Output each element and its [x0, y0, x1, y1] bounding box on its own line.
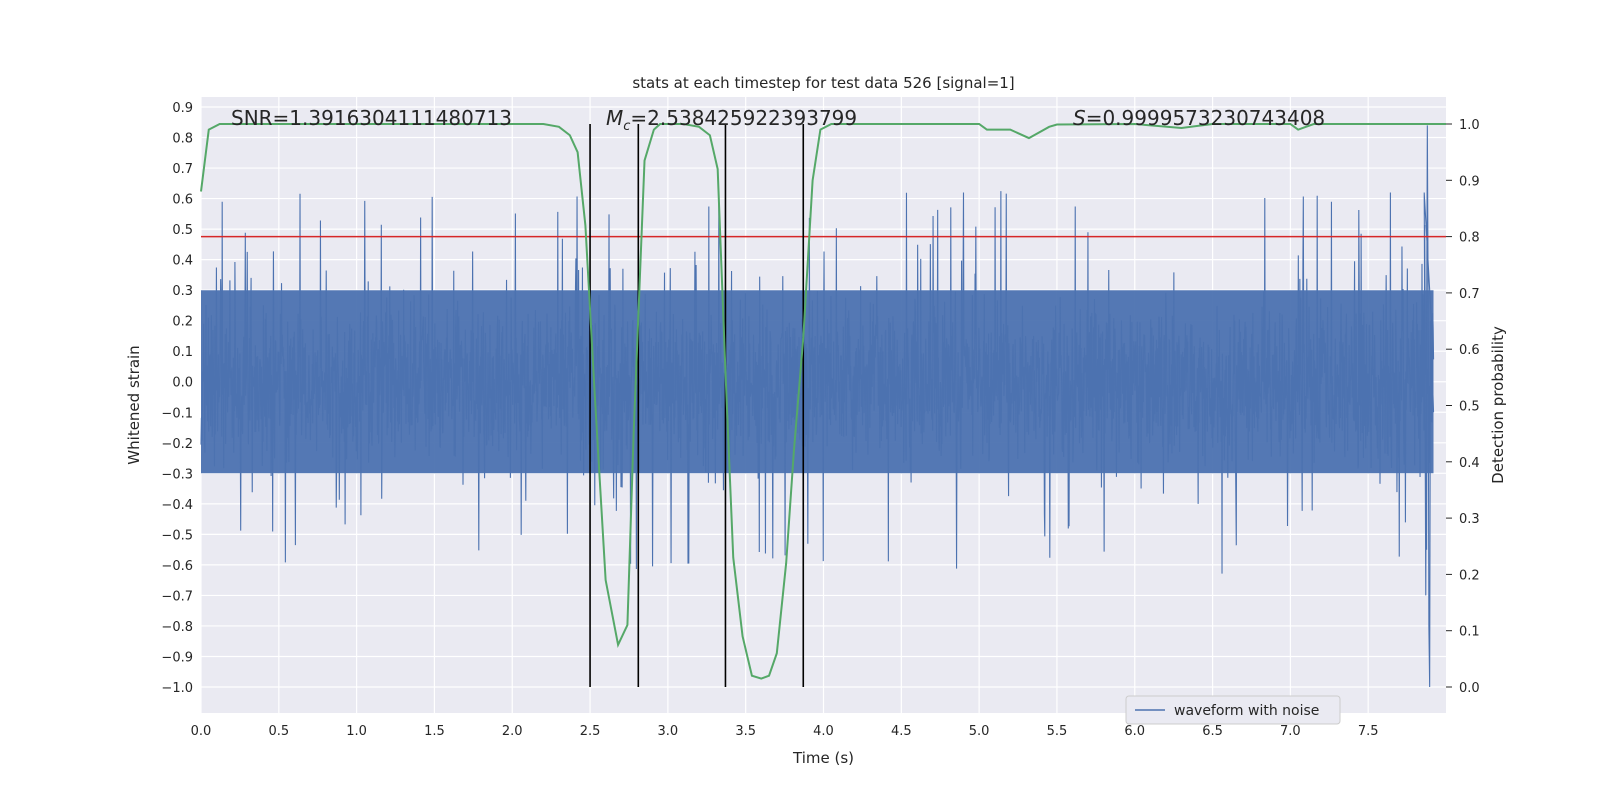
y-tick-label: −0.3: [161, 467, 193, 482]
y-tick-label: −0.1: [161, 406, 193, 421]
legend: waveform with noise: [1125, 695, 1341, 725]
x-tick-label: 5.5: [1047, 724, 1068, 739]
y-tick-label: −0.5: [161, 528, 193, 543]
y2-tick-labels: 1.0 0.9 0.8 0.7 0.6 0.5 0.4 0.3 0.2 0.1 0.0: [1446, 118, 1480, 696]
legend-entry: waveform with noise: [1174, 703, 1319, 719]
chart-title: stats at each timestep for test data 526…: [632, 74, 1014, 92]
waveform-series: [200, 125, 1435, 688]
y-tick-label: 0.2: [172, 315, 193, 330]
y-tick-label: 0.9: [172, 101, 193, 116]
y2-tick-label: 0.9: [1459, 174, 1480, 189]
probability-line: [200, 122, 1446, 680]
snr-annotation: SNR=1.3916304111480713: [231, 106, 512, 130]
x-tick-label: 2.5: [580, 724, 601, 739]
mc-value: =2.538425922393799: [630, 106, 857, 130]
y2-tick-label: 0.0: [1459, 681, 1480, 696]
y-tick-label: 0.8: [172, 132, 193, 147]
s-annotation: S=0.9999573230743408: [1073, 106, 1325, 130]
y-tick-label: −0.8: [161, 620, 193, 635]
y-tick-label: 0.0: [172, 376, 193, 391]
y2-tick-label: 0.4: [1459, 456, 1480, 471]
y-tick-label: 0.4: [172, 254, 193, 269]
x-tick-label: 5.0: [969, 724, 990, 739]
waveform-line: [200, 125, 1435, 688]
mc-subscript: c: [623, 119, 630, 134]
x-tick-label: 6.5: [1202, 724, 1223, 739]
mc-symbol: M: [606, 106, 623, 130]
y2-tick-label: 0.3: [1459, 512, 1480, 527]
y-tick-label: −0.2: [161, 437, 193, 452]
x-tick-label: 6.0: [1124, 724, 1145, 739]
y2-tick-label: 0.1: [1459, 625, 1480, 640]
y-tick-label: 0.3: [172, 284, 193, 299]
x-tick-labels: 0.0 0.5 1.0 1.5 2.0 2.5 3.0 3.5 4.0 4.5 5.0 5.5 6.0 6…: [191, 724, 1379, 739]
x-tick-label: 4.5: [891, 724, 912, 739]
x-tick-label: 2.0: [502, 724, 523, 739]
y-tick-label: 0.5: [172, 223, 193, 238]
y2-tick-label: 0.2: [1459, 568, 1480, 583]
y-tick-label: 0.6: [172, 193, 193, 208]
y2-tick-label: 0.6: [1459, 343, 1480, 358]
x-tick-label: 4.0: [813, 724, 834, 739]
x-tick-label: 3.0: [658, 724, 679, 739]
x-tick-label: 3.5: [735, 724, 756, 739]
y-tick-labels: 0.9 0.8 0.7 0.6 0.5 0.4 0.3 0.2 0.1 0.0 −0.1 −0.2 −0…: [161, 101, 193, 696]
y-tick-label: −1.0: [161, 681, 193, 696]
y-tick-label: −0.6: [161, 559, 193, 574]
y-axis-label: Whitened strain: [125, 345, 143, 464]
mc-annotation: Mc=2.538425922393799: [606, 106, 857, 134]
y2-tick-label: 0.8: [1459, 231, 1480, 246]
y-tick-label: −0.4: [161, 498, 193, 513]
y2-tick-label: 1.0: [1459, 118, 1480, 133]
y2-tick-label: 0.5: [1459, 400, 1480, 415]
x-tick-label: 0.5: [268, 724, 289, 739]
x-tick-label: 0.0: [191, 724, 212, 739]
y-tick-label: −0.9: [161, 650, 193, 665]
s-symbol: S: [1073, 106, 1086, 130]
x-tick-label: 7.0: [1280, 724, 1301, 739]
legend-box: [1125, 695, 1341, 725]
x-tick-label: 7.5: [1358, 724, 1379, 739]
x-tick-label: 1.0: [346, 724, 367, 739]
y-tick-label: −0.7: [161, 589, 193, 604]
y2-axis-label: Detection probability: [1489, 326, 1507, 484]
s-value: =0.9999573230743408: [1086, 106, 1325, 130]
y2-tick-label: 0.7: [1459, 287, 1480, 302]
probability-series: [200, 122, 1446, 680]
x-axis-label: Time (s): [792, 749, 854, 767]
y-tick-label: 0.1: [172, 345, 193, 360]
x-tick-label: 1.5: [424, 724, 445, 739]
y-tick-label: 0.7: [172, 162, 193, 177]
vertical-lines: [589, 124, 805, 687]
